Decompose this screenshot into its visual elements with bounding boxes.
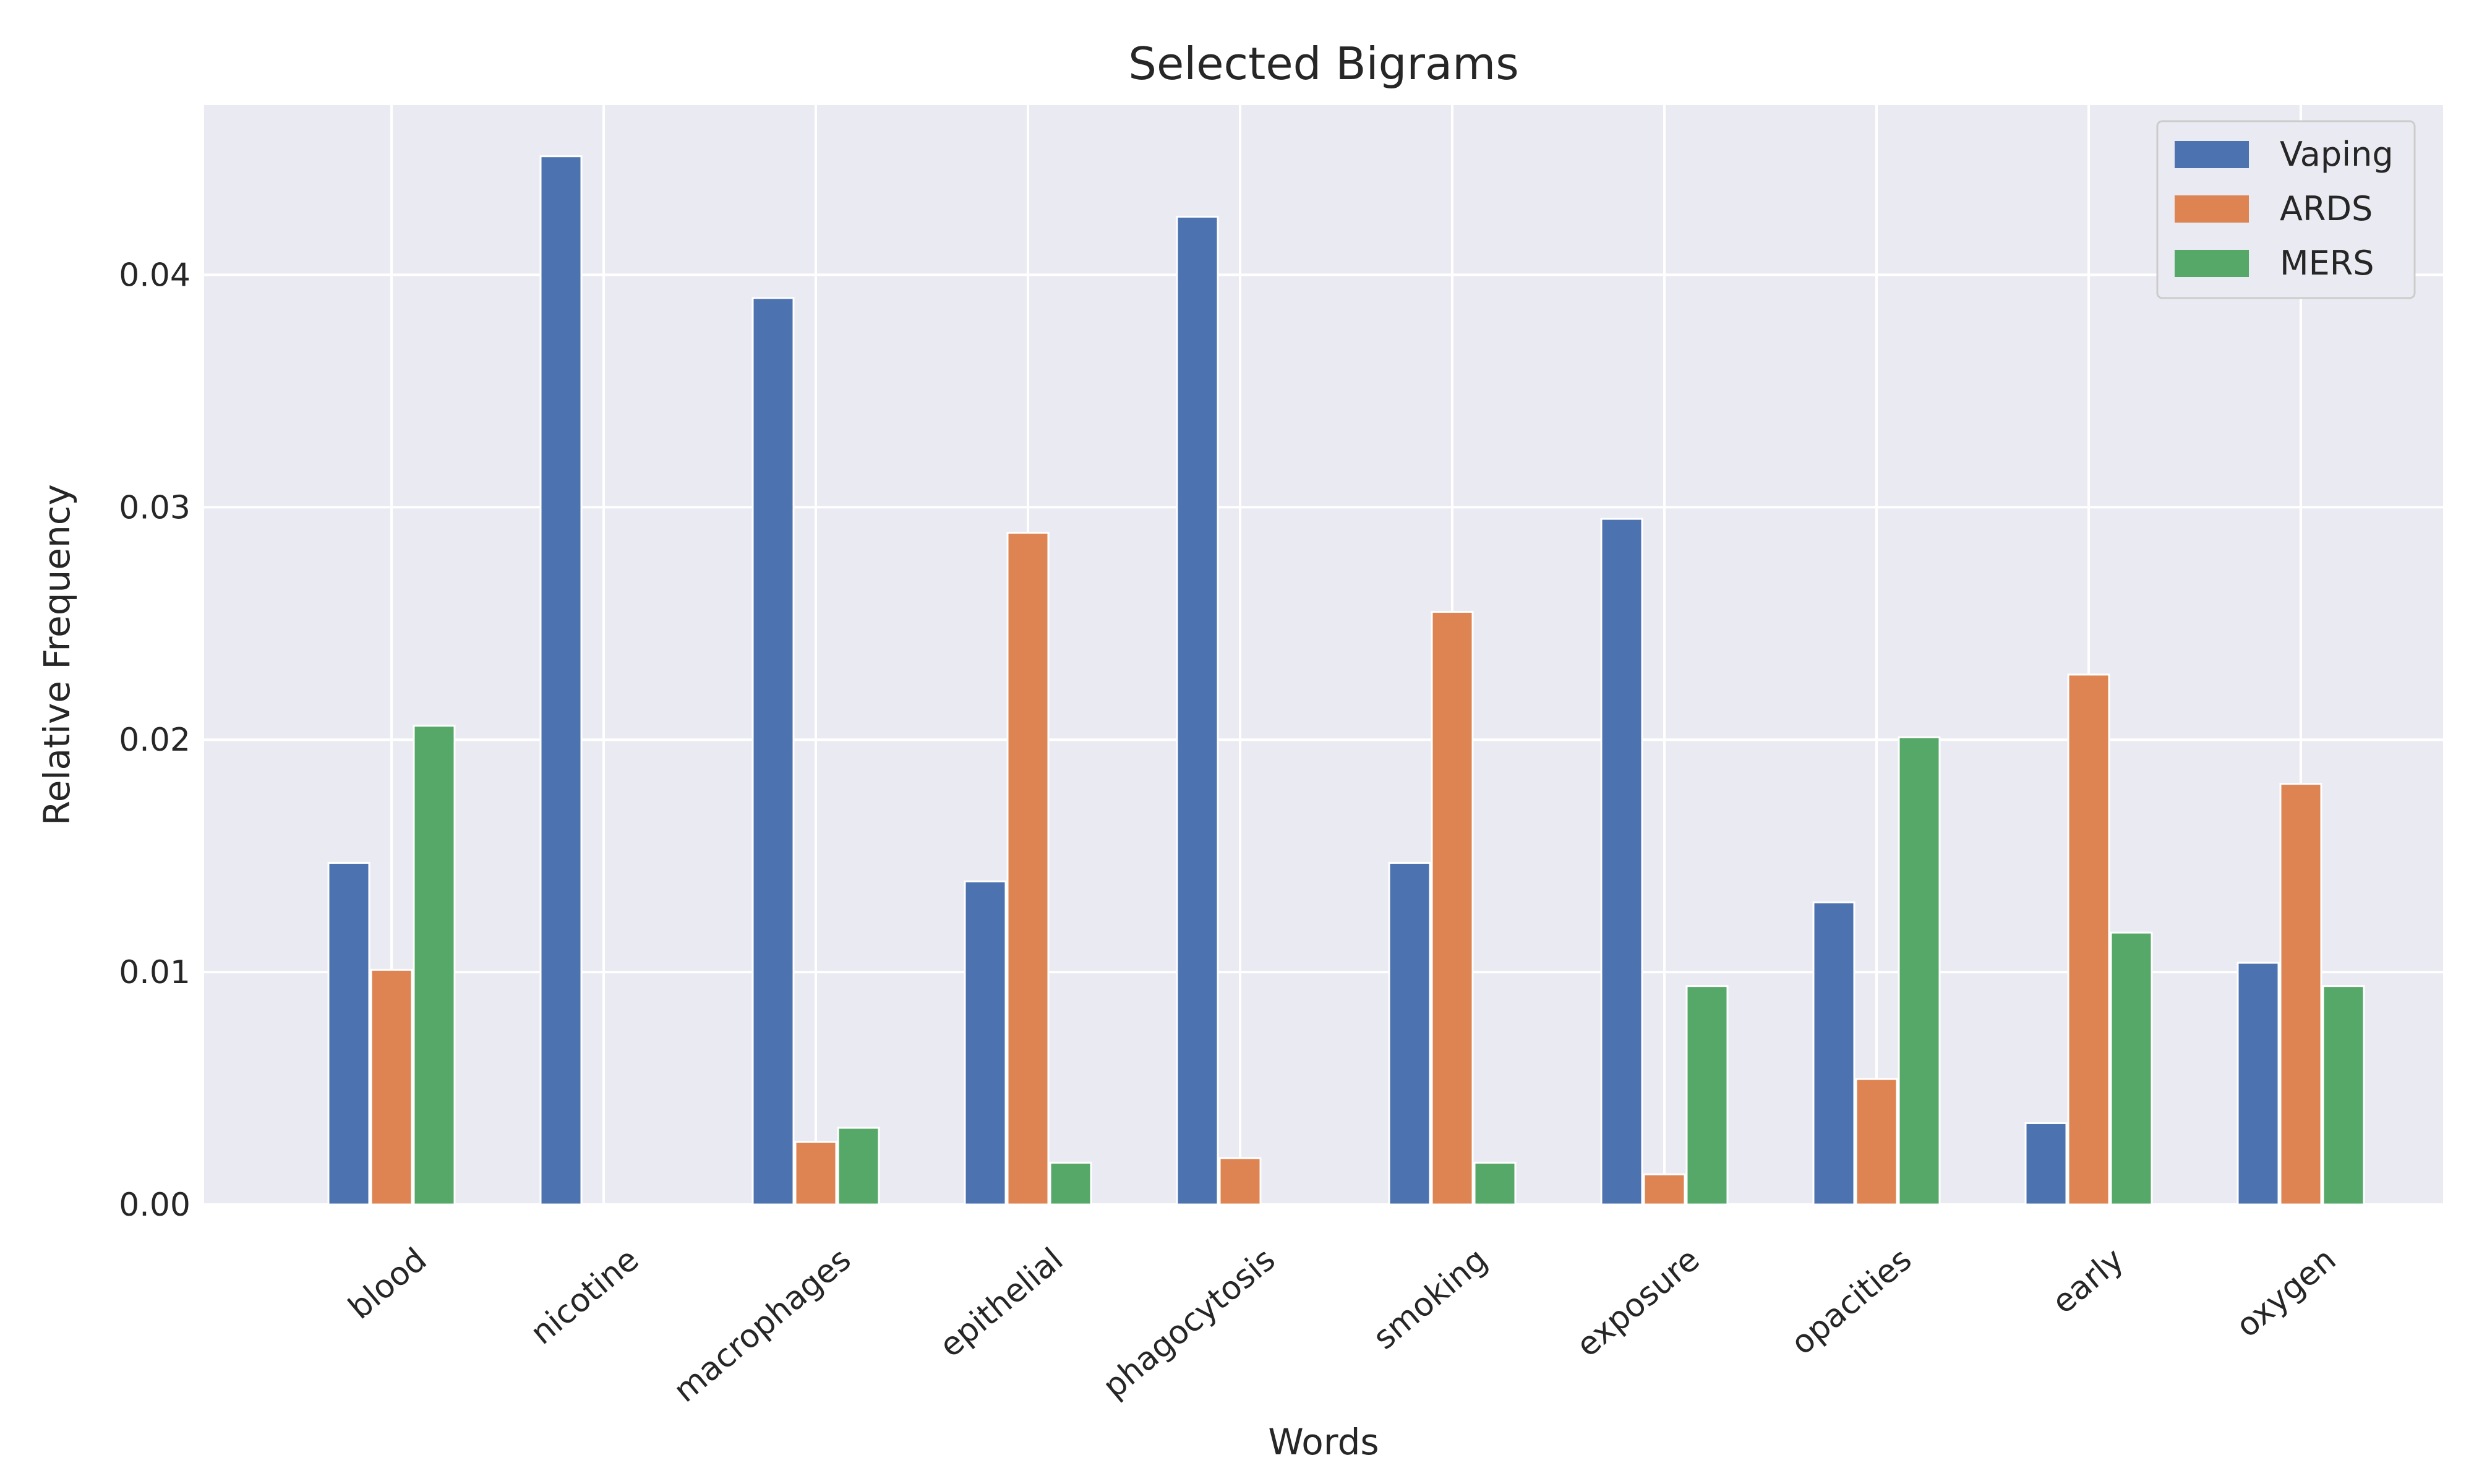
bar-mers-macrophages: [837, 1127, 880, 1206]
bar-mers-early: [2110, 931, 2153, 1206]
legend-label-vaping: Vaping: [2280, 135, 2394, 174]
y-tick-label: 0.00: [119, 1187, 190, 1224]
bar-vaping-nicotine: [539, 155, 583, 1206]
chart-title: Selected Bigrams: [1128, 38, 1518, 90]
bars: [327, 155, 2365, 1206]
y-tick-label: 0.02: [119, 722, 190, 759]
bar-mers-epithelial: [1049, 1161, 1092, 1206]
bar-ards-epithelial: [1006, 532, 1050, 1206]
legend-swatch-vaping: [2175, 141, 2249, 168]
bar-ards-early: [2067, 673, 2110, 1206]
bar-vaping-blood: [327, 861, 370, 1206]
bar-mers-oxygen: [2322, 985, 2365, 1206]
bar-vaping-epithelial: [964, 881, 1007, 1206]
bar-vaping-early: [2024, 1122, 2068, 1206]
bar-vaping-phagocytosis: [1176, 215, 1219, 1206]
bar-vaping-macrophages: [751, 297, 795, 1206]
bar-vaping-exposure: [1600, 518, 1643, 1206]
bar-vaping-smoking: [1388, 861, 1431, 1206]
legend-swatch-ards: [2175, 195, 2249, 223]
bar-ards-blood: [370, 968, 413, 1206]
y-axis-title: Relative Frequency: [36, 484, 78, 825]
legend: Vaping ARDS MERS: [2156, 120, 2416, 299]
bar-mers-smoking: [1473, 1161, 1517, 1206]
bar-ards-phagocytosis: [1218, 1157, 1262, 1206]
y-tick-label: 0.01: [119, 954, 190, 991]
bar-ards-opacities: [1855, 1078, 1898, 1206]
bar-mers-opacities: [1898, 736, 1941, 1206]
legend-label-mers: MERS: [2280, 244, 2374, 283]
bar-ards-smoking: [1431, 610, 1474, 1206]
bar-vaping-oxygen: [2236, 962, 2280, 1206]
legend-label-ards: ARDS: [2280, 189, 2373, 228]
y-tick-label: 0.03: [119, 489, 190, 526]
bar-ards-exposure: [1643, 1173, 1686, 1206]
y-axis-ticks: 0.00 0.01 0.02 0.03 0.04: [119, 257, 190, 1224]
bar-mers-blood: [413, 725, 456, 1206]
bar-mers-exposure: [1685, 985, 1729, 1206]
legend-swatch-mers: [2175, 250, 2249, 277]
x-axis-title: Words: [1268, 1421, 1379, 1463]
bar-vaping-opacities: [1812, 901, 1856, 1206]
bar-ards-macrophages: [794, 1141, 837, 1206]
y-tick-label: 0.04: [119, 257, 190, 294]
bar-ards-oxygen: [2279, 783, 2322, 1206]
